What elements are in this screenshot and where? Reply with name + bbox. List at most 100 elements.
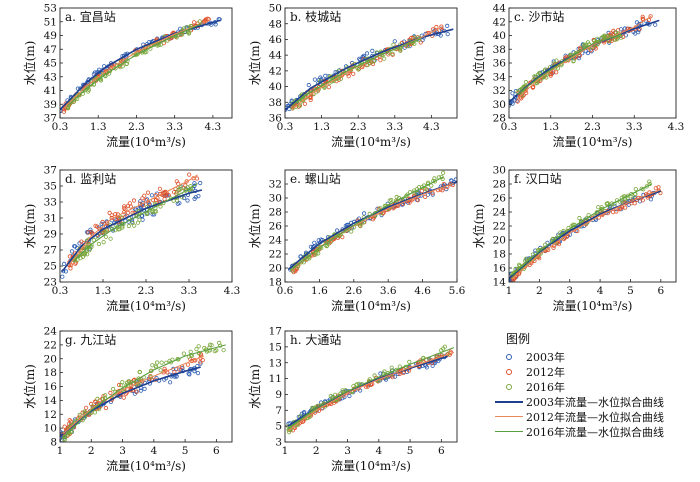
data-point-2016 <box>86 85 91 90</box>
data-point-2012 <box>418 40 423 45</box>
data-point-2003 <box>430 363 435 368</box>
fit-curve-2016 <box>517 33 622 96</box>
x-tick-label: 0.6 <box>277 285 294 297</box>
data-point-2012 <box>610 210 616 215</box>
x-tick-label: 3 <box>344 445 351 457</box>
data-point-2012 <box>61 109 67 114</box>
plot-area <box>60 340 226 442</box>
data-point-2016 <box>94 76 100 81</box>
data-point-2012 <box>121 395 126 400</box>
x-axis-label: 流量(10⁴m³/s) <box>106 299 186 313</box>
fit-curve-2003 <box>60 19 221 111</box>
data-point-2003 <box>372 58 377 63</box>
data-point-2016 <box>158 368 163 373</box>
legend-label: 2016年流量—水位拟合曲线 <box>526 425 664 439</box>
data-point-2003 <box>323 73 328 79</box>
data-point-2016 <box>647 179 652 184</box>
x-tick-label: 0.3 <box>277 121 294 133</box>
data-point-2012 <box>187 172 192 177</box>
data-point-2016 <box>120 64 125 69</box>
y-tick-label: 24 <box>269 235 283 247</box>
plot-area <box>285 23 454 112</box>
data-point-2016 <box>432 176 437 181</box>
data-point-2016 <box>601 34 606 39</box>
data-point-2003 <box>438 33 443 38</box>
data-point-2012 <box>113 212 118 217</box>
panel-d: 0.3 1.3 2.3 3.3 4.3 23 25 27 29 31 33 35 37 d. 监利站流量(… <box>22 165 240 313</box>
y-tick-label: 24 <box>44 326 58 338</box>
data-point-2016 <box>555 66 561 71</box>
data-point-2012 <box>434 24 439 30</box>
data-point-2012 <box>145 190 151 195</box>
data-point-2016 <box>158 204 163 209</box>
legend-title: 图例 <box>506 332 531 346</box>
data-point-2012 <box>200 357 205 363</box>
y-tick-label: 32 <box>493 85 506 97</box>
data-point-2003 <box>347 393 352 399</box>
data-point-2016 <box>382 56 387 61</box>
data-point-2012 <box>131 198 137 203</box>
data-point-2003 <box>138 388 143 393</box>
data-point-2016 <box>126 379 131 384</box>
x-axis-label: 流量(10⁴m³/s) <box>106 135 186 149</box>
legend-item-2012-fit: 2012年流量—水位拟合曲线 <box>492 409 698 424</box>
data-point-2016 <box>581 42 586 48</box>
data-point-2016 <box>390 51 395 56</box>
data-point-2012 <box>84 405 89 410</box>
data-point-2016 <box>604 201 609 206</box>
data-point-2016 <box>571 59 576 64</box>
data-point-2003 <box>453 177 457 182</box>
axes-frame <box>284 169 458 283</box>
x-tick-label: 0.3 <box>501 121 518 133</box>
y-tick-label: 26 <box>269 221 283 233</box>
plot-area <box>60 16 222 114</box>
data-point-2016 <box>372 373 377 378</box>
x-tick-label: 1.3 <box>313 121 330 133</box>
data-point-2003 <box>360 54 365 60</box>
y-tick-label: 20 <box>269 263 282 275</box>
data-point-2003 <box>73 244 78 249</box>
data-point-2012 <box>126 203 131 208</box>
data-point-2003 <box>653 22 658 27</box>
data-point-2012 <box>128 204 133 209</box>
data-point-2012 <box>302 101 307 106</box>
y-tick-label: 24 <box>493 207 507 219</box>
y-tick-label: 45 <box>44 58 57 70</box>
data-point-2012 <box>347 226 352 231</box>
data-point-2016 <box>181 351 186 356</box>
data-point-2003 <box>138 199 143 204</box>
data-point-2012 <box>656 185 661 190</box>
y-tick-label: 28 <box>493 113 506 125</box>
x-tick-label: 1.3 <box>90 121 107 133</box>
data-point-2016 <box>612 37 617 42</box>
data-point-2012 <box>142 193 147 198</box>
data-point-2016 <box>558 230 563 235</box>
panel-title: g. 九江站 <box>65 333 116 347</box>
data-point-2012 <box>122 204 127 209</box>
data-point-2016 <box>440 170 446 175</box>
data-point-2012 <box>419 188 424 193</box>
data-point-2016 <box>119 383 124 388</box>
data-point-2016 <box>429 183 434 188</box>
y-tick-label: 11 <box>269 373 282 385</box>
data-point-2012 <box>162 190 167 195</box>
y-axis-label: 水位(m) <box>471 41 486 86</box>
x-tick-label: 3.3 <box>181 285 198 297</box>
x-tick-label: 2 <box>313 445 320 457</box>
y-tick-label: 37 <box>44 165 57 177</box>
x-tick-label: 4 <box>375 445 382 457</box>
fit-curve-2016 <box>62 344 226 439</box>
plot-area <box>509 179 663 282</box>
data-point-2016 <box>77 93 82 98</box>
x-tick-label: 4.3 <box>668 121 685 133</box>
data-point-2016 <box>345 227 350 232</box>
data-point-2003 <box>318 237 324 242</box>
data-point-2003 <box>361 211 367 216</box>
data-point-2003 <box>510 101 515 106</box>
data-point-2012 <box>68 419 74 424</box>
data-point-2012 <box>146 201 151 206</box>
x-tick-label: 6 <box>438 445 445 457</box>
data-point-2016 <box>389 197 394 203</box>
